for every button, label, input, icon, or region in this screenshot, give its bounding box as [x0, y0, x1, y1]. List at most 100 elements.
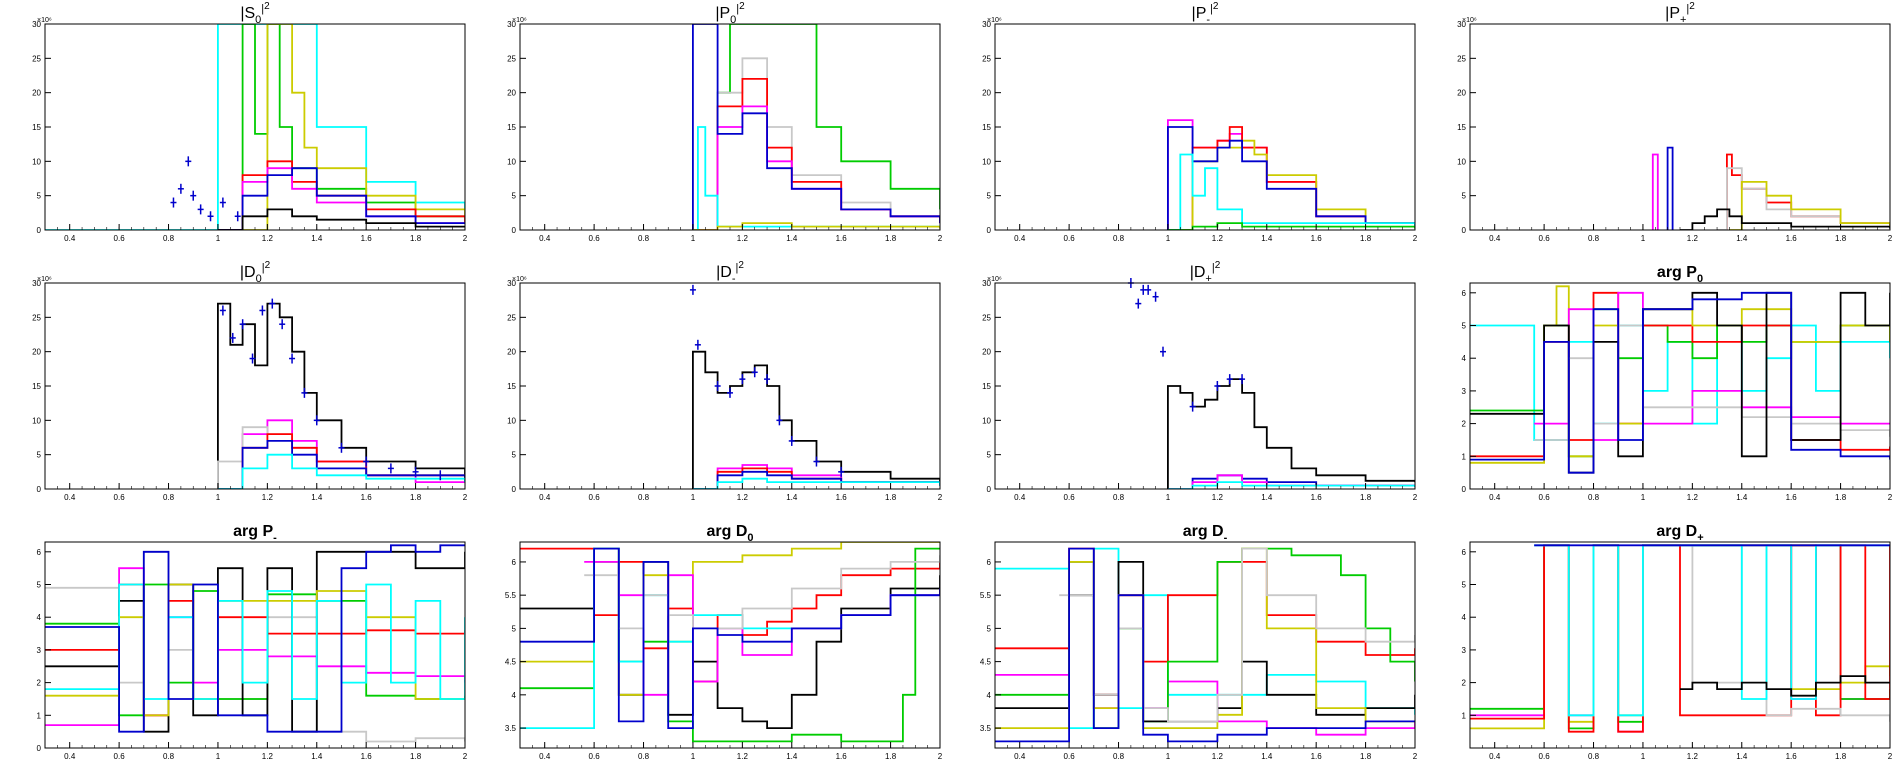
- y-tick-label: 15: [1457, 123, 1466, 132]
- data-point: [1152, 291, 1159, 302]
- x-tick-label: 0.6: [1064, 234, 1076, 243]
- series-black: [1470, 291, 1890, 474]
- series-red: [995, 547, 1415, 696]
- x-tick-label: 0.4: [1489, 752, 1501, 761]
- y-tick-label: 15: [982, 123, 991, 132]
- x-tick-label: 2: [1413, 752, 1418, 761]
- series-gray: [1717, 167, 1890, 230]
- y-tick-label: 20: [982, 89, 991, 98]
- x-tick-label: 2: [1413, 493, 1418, 502]
- y-tick-label: 0: [37, 744, 42, 753]
- data-point: [219, 197, 226, 208]
- series-yellow: [1729, 181, 1890, 230]
- x-tick-label: 0.4: [64, 493, 76, 502]
- y-tick-label: 20: [507, 348, 516, 357]
- x-tick-label: 1: [1641, 234, 1646, 243]
- x-tick-label: 1.8: [410, 752, 422, 761]
- data-point: [1145, 284, 1152, 295]
- y-tick-label: 25: [507, 313, 516, 322]
- data-point: [363, 456, 370, 467]
- x-tick-label: 1: [691, 493, 696, 502]
- series-blue: [45, 544, 465, 733]
- series-black: [1167, 378, 1415, 489]
- x-tick-label: 1.6: [836, 234, 848, 243]
- plot-frame: [994, 23, 1416, 231]
- x-tick-label: 1.4: [1736, 752, 1748, 761]
- plot-frame: [994, 282, 1416, 490]
- y-tick-label: 10: [982, 157, 991, 166]
- y-tick-label: 6: [1462, 289, 1467, 298]
- data-point: [751, 367, 758, 378]
- x-tick-label: 1.6: [1786, 752, 1798, 761]
- data-point: [776, 415, 783, 426]
- x-tick-label: 2: [463, 752, 468, 761]
- data-point: [177, 183, 184, 194]
- y-tick-label: 10: [507, 157, 516, 166]
- x-tick-label: 1.2: [1687, 234, 1699, 243]
- x-tick-label: 2: [938, 234, 943, 243]
- y-tick-label: 4.5: [980, 658, 992, 667]
- series-red: [1470, 544, 1890, 733]
- y-tick-label: 10: [32, 416, 41, 425]
- x-tick-label: 1.8: [1835, 493, 1847, 502]
- data-point: [338, 442, 345, 453]
- x-tick-label: 0.6: [589, 493, 601, 502]
- y-tick-label: 15: [32, 123, 41, 132]
- y-tick-label: 4: [987, 691, 992, 700]
- y-tick-label: 25: [32, 54, 41, 63]
- x-tick-label: 1.6: [1311, 234, 1323, 243]
- x-tick-label: 2: [938, 493, 943, 502]
- x-tick-label: 1: [691, 234, 696, 243]
- data-point: [185, 156, 192, 167]
- y-tick-label: 5: [512, 624, 517, 633]
- y-tick-label: 0: [987, 485, 992, 494]
- panel-title: |S0|2: [240, 1, 270, 26]
- x-tick-label: 1.8: [1835, 752, 1847, 761]
- y-tick-label: 6: [1462, 548, 1467, 557]
- panel-title: |P-|2: [1192, 1, 1219, 26]
- x-tick-label: 1.6: [1311, 493, 1323, 502]
- y-tick-label: 5: [37, 192, 42, 201]
- y-tick-label: 3.5: [505, 724, 517, 733]
- data-point: [838, 466, 845, 477]
- y-exponent-label: ×10⁶: [37, 276, 52, 283]
- x-tick-label: 1.4: [311, 752, 323, 761]
- x-tick-label: 0.8: [1588, 752, 1600, 761]
- x-tick-label: 1.8: [885, 752, 897, 761]
- x-tick-label: 1.4: [1261, 493, 1273, 502]
- data-point: [190, 190, 197, 201]
- data-point: [313, 415, 320, 426]
- x-tick-label: 0.6: [1064, 493, 1076, 502]
- series-red: [1470, 291, 1890, 458]
- y-tick-label: 20: [32, 89, 41, 98]
- x-tick-label: 1.2: [262, 493, 274, 502]
- y-exponent-label: ×10⁶: [512, 17, 527, 24]
- data-point: [197, 204, 204, 215]
- x-tick-label: 2: [463, 493, 468, 502]
- x-tick-label: 1: [216, 752, 221, 761]
- x-tick-label: 0.6: [114, 493, 126, 502]
- x-tick-label: 0.4: [1489, 234, 1501, 243]
- x-tick-label: 1.2: [737, 234, 749, 243]
- y-tick-label: 25: [1457, 54, 1466, 63]
- x-tick-label: 0.8: [163, 752, 175, 761]
- series-cyan: [1167, 153, 1415, 230]
- y-tick-label: 25: [982, 313, 991, 322]
- x-tick-label: 1.2: [1212, 234, 1224, 243]
- y-tick-label: 30: [32, 20, 41, 29]
- y-tick-label: 0: [987, 226, 992, 235]
- x-tick-label: 1.4: [786, 493, 798, 502]
- y-tick-label: 5: [1462, 322, 1467, 331]
- y-tick-label: 5.5: [505, 591, 517, 600]
- x-tick-label: 0.6: [114, 752, 126, 761]
- data-point: [1160, 346, 1166, 357]
- series-gray: [1534, 544, 1890, 722]
- x-tick-label: 0.6: [1064, 752, 1076, 761]
- series-black: [1680, 675, 1890, 697]
- data-point: [1214, 381, 1221, 391]
- x-tick-label: 1.2: [737, 752, 749, 761]
- series-cyan: [45, 24, 465, 230]
- series-yellow: [995, 547, 1415, 729]
